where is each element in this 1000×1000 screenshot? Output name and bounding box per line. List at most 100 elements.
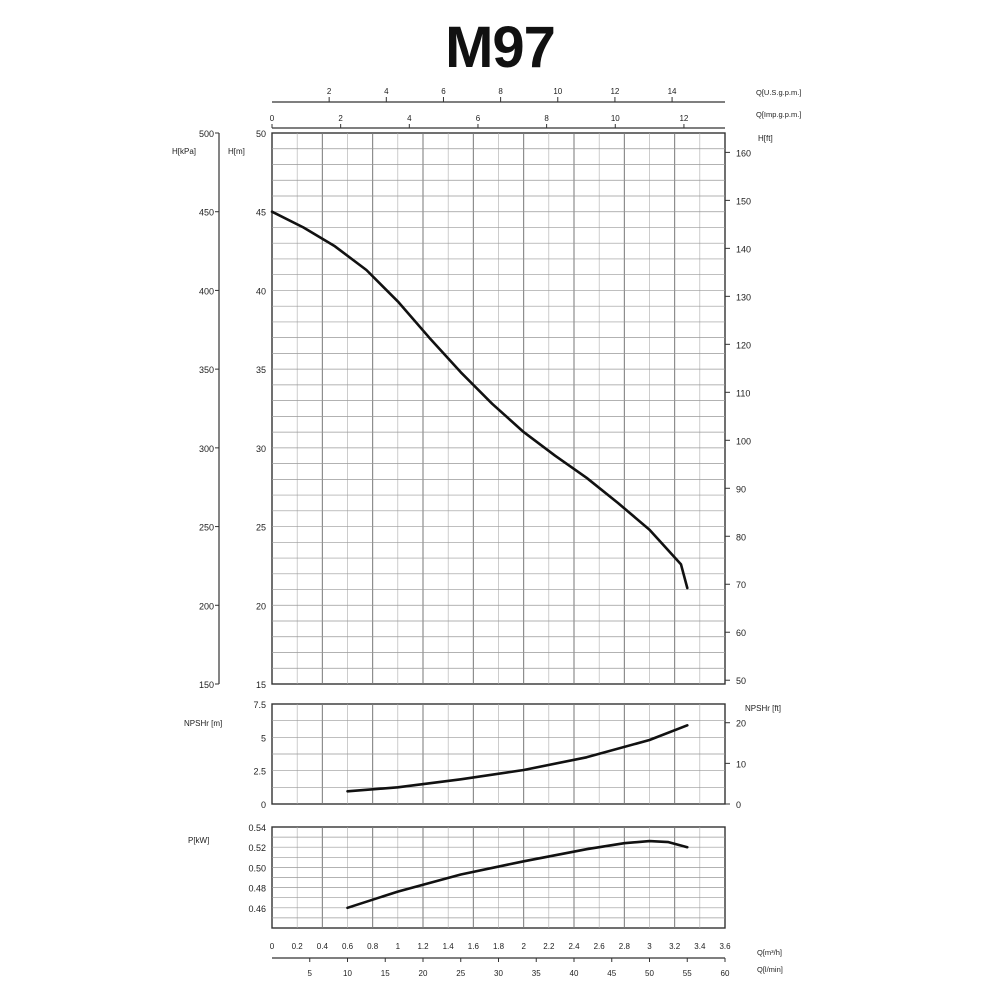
head-ytick-label: 50	[256, 129, 266, 139]
us-gpm-tick-label: 12	[610, 87, 619, 96]
us-gpm-tick-label: 6	[441, 87, 446, 96]
imp-gpm-tick-label: 4	[407, 114, 412, 123]
kpa-tick-label: 250	[199, 523, 214, 533]
npsh-ft-tick-label: 20	[736, 719, 746, 729]
npsh-ylabel-m: NPSHr [m]	[184, 719, 222, 728]
m3h-tick-label: 2.8	[619, 942, 631, 951]
lmin-tick-label: 60	[721, 969, 730, 978]
lmin-tick-label: 40	[570, 969, 579, 978]
m3h-tick-label: 3	[647, 942, 652, 951]
kpa-tick-label: 350	[199, 365, 214, 375]
m3h-tick-label: 1.6	[468, 942, 480, 951]
m3h-tick-label: 0.6	[342, 942, 354, 951]
imp-gpm-tick-label: 10	[611, 114, 620, 123]
power-ytick-label: 0.46	[248, 904, 266, 914]
ft-tick-label: 160	[736, 148, 751, 158]
m3h-label: Q[m³/h]	[757, 948, 782, 957]
head-ytick-label: 45	[256, 208, 266, 218]
ft-tick-label: 90	[736, 484, 746, 494]
imp-gpm-tick-label: 8	[544, 114, 549, 123]
ft-tick-label: 110	[736, 388, 750, 398]
kpa-tick-label: 500	[199, 129, 214, 139]
m3h-tick-label: 3.2	[669, 942, 681, 951]
npsh-curve	[346, 724, 689, 793]
lmin-tick-label: 25	[456, 969, 465, 978]
power-ytick-label: 0.52	[248, 843, 266, 853]
head-curve	[270, 210, 689, 590]
ft-tick-label: 100	[736, 436, 751, 446]
imp-gpm-tick-label: 12	[679, 114, 688, 123]
ft-tick-label: 140	[736, 244, 751, 254]
head-ytick-label: 40	[256, 286, 266, 296]
npsh-ytick-label: 0	[261, 800, 266, 810]
lmin-tick-label: 10	[343, 969, 352, 978]
head-ytick-label: 30	[256, 444, 266, 454]
m3h-tick-label: 2	[521, 942, 526, 951]
npsh-ytick-label: 2.5	[253, 767, 266, 777]
lmin-label: Q[l/min]	[757, 965, 783, 974]
m3h-tick-label: 1.2	[417, 942, 429, 951]
head-ytick-label: 15	[256, 680, 266, 690]
kpa-tick-label: 200	[199, 601, 214, 611]
lmin-tick-label: 30	[494, 969, 503, 978]
power-curve	[346, 839, 689, 910]
m3h-tick-label: 1.8	[493, 942, 505, 951]
us-gpm-tick-label: 14	[668, 87, 677, 96]
us-gpm-label: Q[U.S.g.p.m.]	[756, 88, 801, 97]
lmin-tick-label: 35	[532, 969, 541, 978]
m3h-tick-label: 2.6	[594, 942, 606, 951]
kpa-tick-label: 300	[199, 444, 214, 454]
kpa-tick-label: 150	[199, 680, 214, 690]
power-ytick-label: 0.48	[248, 884, 266, 894]
ft-tick-label: 80	[736, 532, 746, 542]
lmin-tick-label: 50	[645, 969, 654, 978]
head-ylabel-kpa: H[kPa]	[172, 147, 196, 156]
npsh-ytick-label: 5	[261, 733, 266, 743]
power-ytick-label: 0.54	[248, 823, 266, 833]
m3h-tick-label: 0.8	[367, 942, 379, 951]
head-ytick-label: 25	[256, 523, 266, 533]
ft-tick-label: 130	[736, 292, 751, 302]
us-gpm-tick-label: 10	[553, 87, 562, 96]
m3h-tick-label: 1.4	[443, 942, 455, 951]
m3h-tick-label: 1	[396, 942, 401, 951]
npsh-ft-tick-label: 10	[736, 759, 746, 769]
m3h-tick-label: 2.4	[568, 942, 580, 951]
head-ytick-label: 35	[256, 365, 266, 375]
npsh-ytick-label: 7.5	[253, 700, 266, 710]
ft-tick-label: 150	[736, 196, 751, 206]
m3h-tick-label: 3.4	[694, 942, 706, 951]
npsh-ft-tick-label: 0	[736, 800, 741, 810]
lmin-tick-label: 20	[419, 969, 428, 978]
head-ylabel-m: H[m]	[228, 147, 245, 156]
ft-tick-label: 60	[736, 628, 746, 638]
m3h-tick-label: 3.6	[719, 942, 731, 951]
m3h-tick-label: 0.4	[317, 942, 329, 951]
npsh-ylabel-ft: NPSHr [ft]	[745, 704, 781, 713]
power-ytick-label: 0.50	[248, 863, 266, 873]
lmin-tick-label: 15	[381, 969, 390, 978]
ft-tick-label: 120	[736, 340, 751, 350]
us-gpm-tick-label: 2	[327, 87, 332, 96]
lmin-tick-label: 55	[683, 969, 692, 978]
us-gpm-tick-label: 4	[384, 87, 389, 96]
imp-gpm-tick-label: 2	[338, 114, 343, 123]
kpa-tick-label: 450	[199, 208, 214, 218]
us-gpm-tick-label: 8	[498, 87, 503, 96]
ft-tick-label: 50	[736, 676, 746, 686]
kpa-tick-label: 400	[199, 286, 214, 296]
imp-gpm-tick-label: 6	[476, 114, 481, 123]
m3h-tick-label: 2.2	[543, 942, 555, 951]
power-ylabel: P[kW]	[188, 836, 209, 845]
imp-gpm-tick-label: 0	[270, 114, 275, 123]
chart-title: M97	[445, 15, 556, 80]
imp-gpm-label: Q[Imp.g.p.m.]	[756, 110, 801, 119]
ft-tick-label: 70	[736, 580, 746, 590]
m3h-tick-label: 0	[270, 942, 275, 951]
lmin-tick-label: 5	[308, 969, 313, 978]
m3h-tick-label: 0.2	[292, 942, 304, 951]
head-ytick-label: 20	[256, 601, 266, 611]
head-ylabel-ft: H[ft]	[758, 134, 773, 143]
lmin-tick-label: 45	[607, 969, 616, 978]
